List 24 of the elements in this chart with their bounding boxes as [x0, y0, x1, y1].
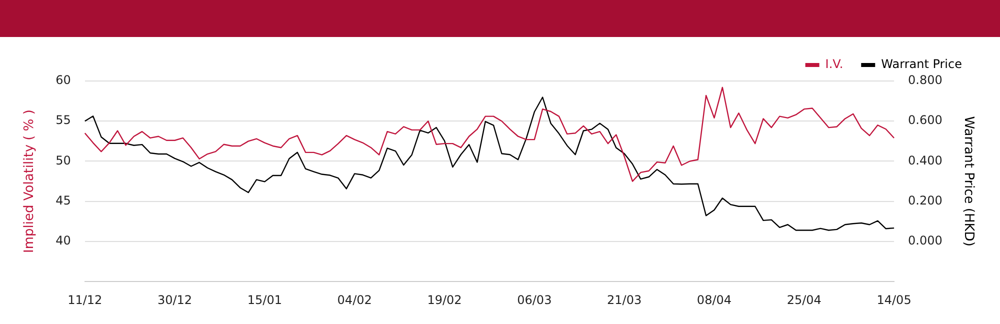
x-tick-label: 19/02	[427, 292, 462, 307]
legend-label: I.V.	[825, 57, 844, 72]
y-tick-label: 55	[56, 113, 71, 128]
y2-tick-label: 0.000	[908, 234, 942, 248]
x-tick-label: 15/01	[247, 292, 282, 307]
legend-label: Warrant Price	[881, 57, 962, 72]
x-tick-label: 30/12	[157, 292, 192, 307]
y-axis-title: Implied Volatility ( % )	[22, 110, 38, 253]
y2-tick-label: 0.400	[908, 153, 942, 168]
y2-tick-label: 0.800	[908, 73, 942, 88]
x-tick-label: 25/04	[786, 292, 822, 307]
y-tick-label: 60	[56, 73, 71, 88]
y2-tick-label: 0.600	[908, 113, 942, 128]
y2-tick-label: 0.200	[908, 193, 942, 208]
x-tick-label: 21/03	[607, 292, 642, 307]
x-tick-label: 06/03	[517, 292, 552, 307]
x-tick-label: 04/02	[337, 292, 372, 307]
y-tick-label: 45	[56, 193, 71, 208]
y-tick-label: 50	[56, 153, 71, 168]
x-tick-label: 11/12	[68, 292, 102, 307]
x-tick-label: 08/04	[696, 292, 732, 307]
y2-axis-title: Warrant Price (HKD)	[960, 116, 976, 246]
y-tick-label: 40	[56, 234, 71, 248]
x-tick-label: 14/05	[876, 292, 912, 307]
